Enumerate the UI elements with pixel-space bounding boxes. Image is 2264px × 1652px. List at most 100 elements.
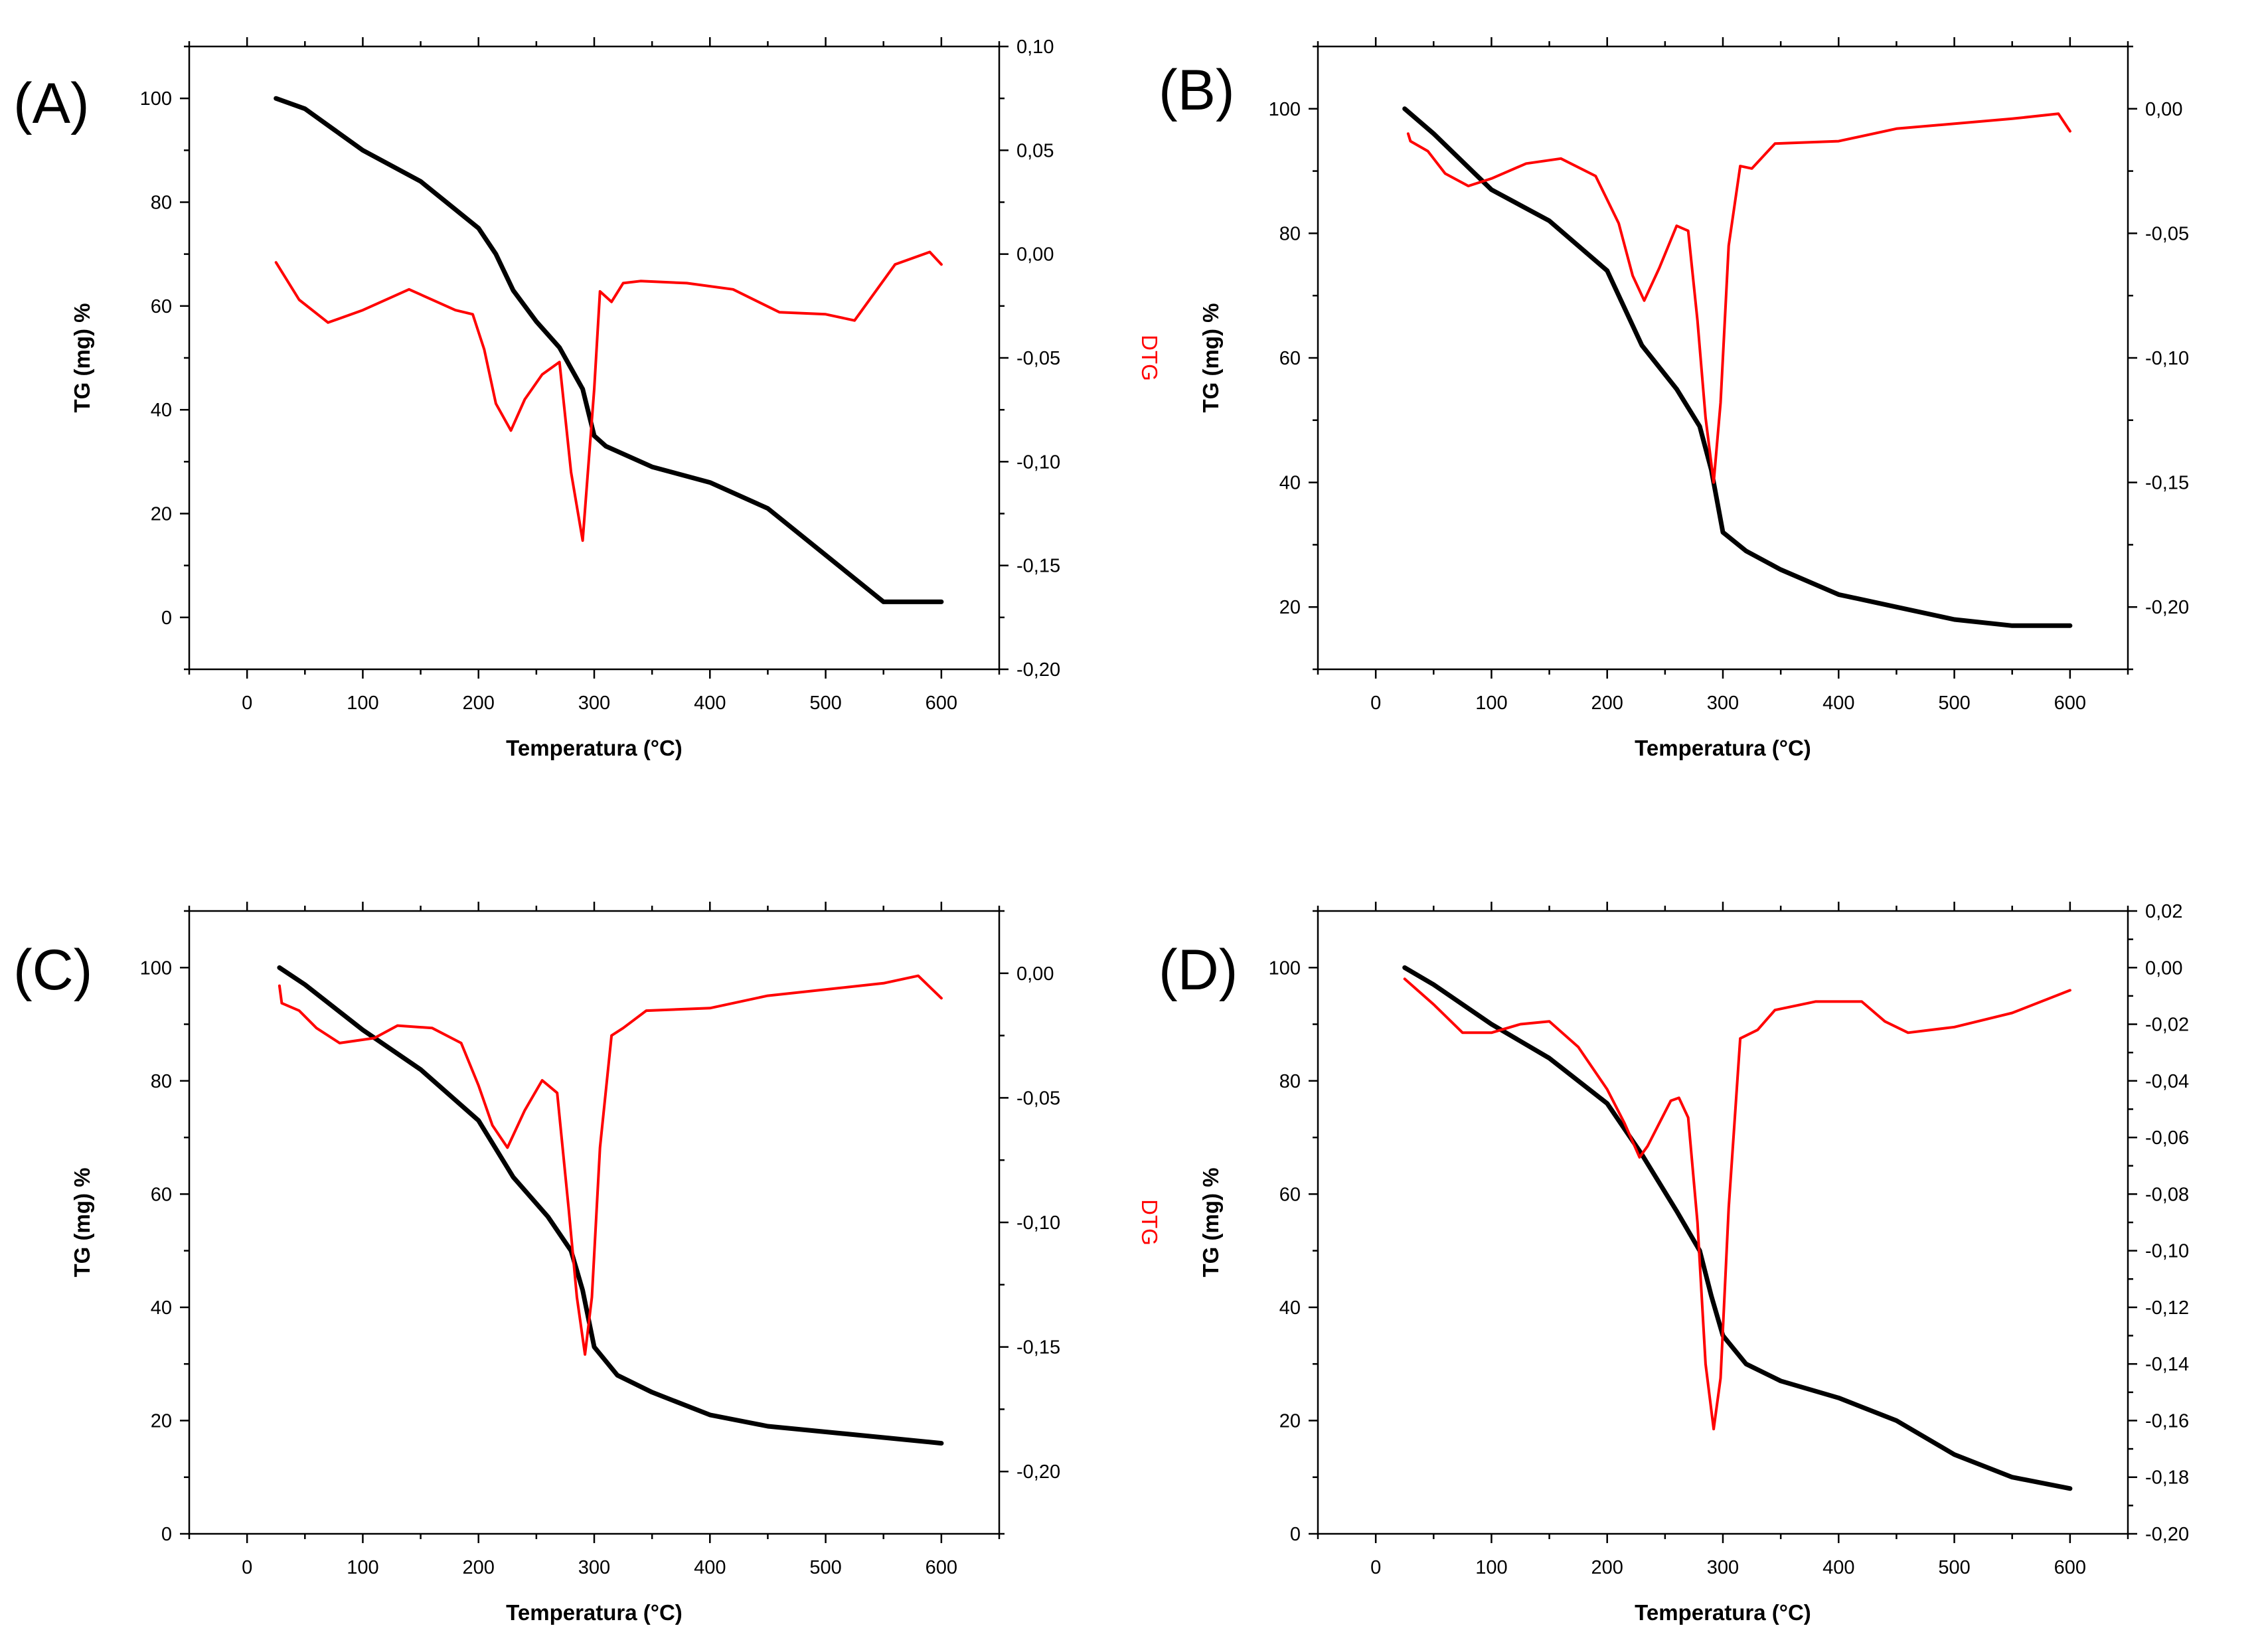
x-tick-label: 300 [578, 1557, 610, 1578]
dtg-series-line [274, 250, 943, 542]
y-axis-title: TG (mg) % [70, 1168, 94, 1278]
y2-tick-label: -0,15 [1016, 556, 1060, 577]
y2-tick-label: 0,00 [1016, 963, 1054, 985]
y-tick-label: 80 [1279, 223, 1301, 244]
y-tick-label: 0 [1290, 1524, 1301, 1545]
x-tick-label: 100 [1475, 1557, 1507, 1578]
y-tick-label: 80 [1279, 1071, 1301, 1092]
y2-tick-label: -0,20 [2145, 1524, 2189, 1545]
y-tick-label: 60 [151, 1184, 172, 1205]
y-tick-label: 100 [1269, 99, 1301, 120]
x-tick-label: 0 [242, 693, 252, 714]
x-tick-label: 300 [578, 693, 610, 714]
y-tick-label: 40 [151, 1297, 172, 1319]
y-tick-label: 0 [161, 608, 172, 629]
y2-tick-label: 0,10 [1016, 37, 1054, 58]
y2-tick-label: -0,10 [1016, 452, 1060, 473]
x-axis-title: Temperatura (°C) [506, 736, 683, 760]
y2-tick-label: -0,10 [2145, 1241, 2189, 1262]
x-axis-title: Temperatura (°C) [1635, 1600, 1811, 1625]
dtg-series-line [1403, 977, 2071, 1431]
y-tick-label: 80 [151, 193, 172, 214]
x-tick-label: 0 [242, 1557, 252, 1578]
tg-series-line [277, 965, 944, 1446]
x-tick-label: 600 [2054, 693, 2086, 714]
x-tick-label: 400 [1822, 693, 1854, 714]
y-tick-label: 20 [151, 504, 172, 525]
y-tick-label: 80 [151, 1071, 172, 1092]
y-tick-label: 40 [1279, 473, 1301, 494]
y2-tick-label: -0,20 [2145, 597, 2189, 618]
y2-tick-label: 0,02 [2145, 901, 2182, 922]
y2-tick-label: -0,20 [1016, 659, 1060, 681]
x-axis-title: Temperatura (°C) [1635, 736, 1811, 760]
x-axis-title: Temperatura (°C) [506, 1600, 683, 1625]
x-tick-label: 100 [347, 693, 378, 714]
panel-label: (C) [13, 938, 92, 1002]
y2-tick-label: -0,05 [2145, 223, 2189, 244]
y2-tick-label: -0,15 [1016, 1337, 1060, 1359]
x-tick-label: 300 [1707, 693, 1739, 714]
y2-tick-label: -0,18 [2145, 1467, 2189, 1489]
x-tick-label: 500 [1938, 693, 1970, 714]
y-tick-label: 40 [1279, 1297, 1301, 1319]
y-tick-label: 0 [161, 1524, 172, 1545]
panel-a: (A) 0 100 200 300 400 500 600 0 20 40 60 80 100 -0,20 -… [13, 37, 1162, 760]
y2-axis-title: DTG [1137, 1199, 1162, 1246]
y2-tick-label: -0,05 [1016, 1088, 1060, 1109]
y-tick-label: 100 [140, 957, 172, 979]
y-tick-label: 20 [1279, 597, 1301, 618]
x-tick-label: 600 [2054, 1557, 2086, 1578]
x-tick-label: 200 [1591, 1557, 1623, 1578]
panel-c: (C) 0 100 200 300 400 500 600 0 20 40 60 80 100 -0,20 -… [13, 902, 1162, 1625]
panel-d: (D) 0 100 200 300 400 500 600 0 20 40 60 80 100 -0,20 -… [1159, 901, 2189, 1625]
x-tick-label: 0 [1370, 693, 1381, 714]
y2-tick-label: -0,10 [2145, 348, 2189, 369]
y2-tick-label: -0,06 [2145, 1127, 2189, 1149]
y-tick-label: 60 [1279, 348, 1301, 369]
x-tick-label: 600 [926, 693, 957, 714]
y2-tick-label: -0,12 [2145, 1297, 2189, 1319]
x-tick-label: 500 [809, 693, 841, 714]
panel-b: (B) 0 100 200 300 400 500 600 20 40 60 80 100 -0,20 -0… [1159, 37, 2189, 760]
x-tick-label: 0 [1370, 1557, 1381, 1578]
x-tick-label: 100 [347, 1557, 378, 1578]
x-tick-label: 400 [694, 693, 726, 714]
y2-tick-label: -0,16 [2145, 1410, 2189, 1432]
panel-label: (B) [1159, 58, 1235, 122]
y2-tick-label: -0,20 [1016, 1461, 1060, 1483]
y-axis-title: TG (mg) % [70, 303, 94, 413]
y-tick-label: 20 [1279, 1410, 1301, 1432]
x-tick-label: 600 [926, 1557, 957, 1578]
y-tick-label: 100 [140, 88, 172, 110]
y2-axis-title: DTG [1137, 335, 1162, 381]
y-axis-title: TG (mg) % [1198, 303, 1223, 413]
x-tick-label: 500 [809, 1557, 841, 1578]
y2-tick-label: -0,10 [1016, 1212, 1060, 1234]
y-tick-label: 40 [151, 400, 172, 421]
y-axis-title: TG (mg) % [1198, 1168, 1223, 1278]
y2-tick-label: -0,08 [2145, 1184, 2189, 1205]
x-tick-label: 400 [694, 1557, 726, 1578]
x-tick-label: 100 [1475, 693, 1507, 714]
x-tick-label: 300 [1707, 1557, 1739, 1578]
panel-label: (D) [1159, 938, 1238, 1002]
y-tick-label: 20 [151, 1410, 172, 1432]
y-tick-label: 60 [151, 296, 172, 317]
dtg-series-line [278, 974, 943, 1356]
y2-tick-label: -0,15 [2145, 473, 2189, 494]
x-tick-label: 200 [463, 1557, 495, 1578]
panel-label: (A) [13, 72, 90, 135]
y2-tick-label: -0,14 [2145, 1354, 2189, 1375]
x-tick-label: 400 [1822, 1557, 1854, 1578]
y2-tick-label: 0,00 [2145, 957, 2182, 979]
tg-series-line [1402, 965, 2073, 1491]
y2-tick-label: 0,00 [2145, 99, 2182, 120]
y2-tick-label: -0,05 [1016, 348, 1060, 369]
dtg-series-line [1406, 112, 2071, 484]
y-tick-label: 100 [1269, 957, 1301, 979]
y-tick-label: 60 [1279, 1184, 1301, 1205]
x-tick-label: 500 [1938, 1557, 1970, 1578]
